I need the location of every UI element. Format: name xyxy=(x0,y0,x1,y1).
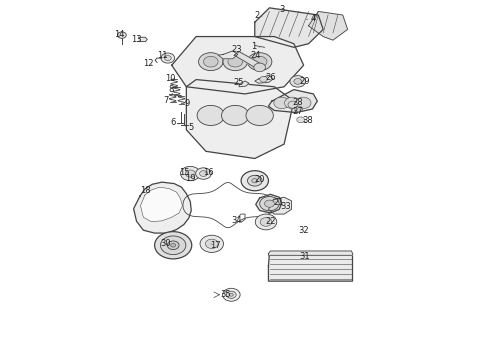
Text: 12: 12 xyxy=(144,59,154,68)
Text: 3: 3 xyxy=(279,5,284,14)
Polygon shape xyxy=(269,253,352,281)
Circle shape xyxy=(200,235,223,252)
Polygon shape xyxy=(239,81,249,87)
Circle shape xyxy=(185,170,195,177)
Polygon shape xyxy=(218,51,238,59)
Circle shape xyxy=(241,171,269,191)
Circle shape xyxy=(288,101,298,108)
Text: 28: 28 xyxy=(292,98,303,107)
Circle shape xyxy=(196,168,211,179)
Text: 21: 21 xyxy=(273,198,284,207)
Circle shape xyxy=(171,243,175,247)
Polygon shape xyxy=(139,37,147,41)
Text: 32: 32 xyxy=(298,226,309,235)
Circle shape xyxy=(223,53,247,71)
Circle shape xyxy=(167,241,179,249)
Circle shape xyxy=(198,53,223,71)
Polygon shape xyxy=(134,182,191,233)
Text: 30: 30 xyxy=(161,239,171,248)
Polygon shape xyxy=(255,8,323,47)
Circle shape xyxy=(205,239,218,248)
Text: 5: 5 xyxy=(185,123,194,132)
Text: 4: 4 xyxy=(306,14,316,23)
Circle shape xyxy=(222,288,240,301)
Circle shape xyxy=(290,76,306,87)
Circle shape xyxy=(155,231,192,259)
Circle shape xyxy=(164,55,171,60)
Circle shape xyxy=(265,200,274,207)
Text: 23: 23 xyxy=(231,45,242,54)
Circle shape xyxy=(247,53,272,71)
Circle shape xyxy=(161,53,174,63)
Circle shape xyxy=(160,236,186,255)
Circle shape xyxy=(252,56,267,67)
Text: 34: 34 xyxy=(231,216,242,225)
Text: 22: 22 xyxy=(266,217,276,226)
Polygon shape xyxy=(269,197,292,214)
Polygon shape xyxy=(186,80,294,158)
Circle shape xyxy=(197,105,224,126)
Text: 25: 25 xyxy=(233,78,244,87)
Circle shape xyxy=(203,56,218,67)
Text: 35: 35 xyxy=(220,289,231,298)
Circle shape xyxy=(255,214,277,230)
Text: 20: 20 xyxy=(254,175,265,184)
Polygon shape xyxy=(172,37,304,94)
Polygon shape xyxy=(269,90,318,113)
Text: 24: 24 xyxy=(250,51,261,60)
Circle shape xyxy=(260,218,272,226)
Text: 14: 14 xyxy=(114,30,124,39)
Circle shape xyxy=(295,106,303,112)
Text: 18: 18 xyxy=(141,186,151,195)
Text: 26: 26 xyxy=(265,73,276,82)
Circle shape xyxy=(199,171,207,176)
Circle shape xyxy=(228,56,243,67)
Text: 27: 27 xyxy=(293,107,303,116)
Text: 10: 10 xyxy=(166,74,176,83)
Circle shape xyxy=(118,32,126,39)
Circle shape xyxy=(221,105,249,126)
Text: 7: 7 xyxy=(163,95,172,104)
Text: 8: 8 xyxy=(168,85,176,94)
Text: 17: 17 xyxy=(210,241,221,250)
Circle shape xyxy=(180,166,200,181)
Text: 2: 2 xyxy=(255,10,262,19)
Text: 33: 33 xyxy=(280,202,291,211)
Polygon shape xyxy=(234,51,264,69)
Text: 15: 15 xyxy=(179,168,189,177)
Text: 1: 1 xyxy=(251,42,260,51)
Polygon shape xyxy=(269,251,352,255)
Polygon shape xyxy=(309,12,347,40)
Circle shape xyxy=(247,175,262,186)
Polygon shape xyxy=(255,75,273,83)
Circle shape xyxy=(285,97,300,109)
Circle shape xyxy=(226,291,236,298)
Text: 13: 13 xyxy=(131,35,142,44)
Text: 29: 29 xyxy=(299,77,310,86)
Text: 16: 16 xyxy=(203,168,214,177)
Circle shape xyxy=(246,105,273,126)
Text: 38: 38 xyxy=(302,116,313,125)
Text: 19: 19 xyxy=(185,175,196,184)
Circle shape xyxy=(297,117,305,123)
Circle shape xyxy=(254,63,266,72)
Circle shape xyxy=(274,97,290,109)
Text: 6: 6 xyxy=(170,118,179,127)
Circle shape xyxy=(294,78,302,84)
Text: 31: 31 xyxy=(299,252,309,261)
Polygon shape xyxy=(256,194,282,213)
Circle shape xyxy=(229,293,233,296)
Circle shape xyxy=(252,179,258,183)
Polygon shape xyxy=(141,187,182,222)
Circle shape xyxy=(295,97,311,109)
Circle shape xyxy=(260,76,268,82)
Text: 9: 9 xyxy=(181,99,190,108)
Circle shape xyxy=(260,197,279,211)
Text: 11: 11 xyxy=(157,51,167,60)
